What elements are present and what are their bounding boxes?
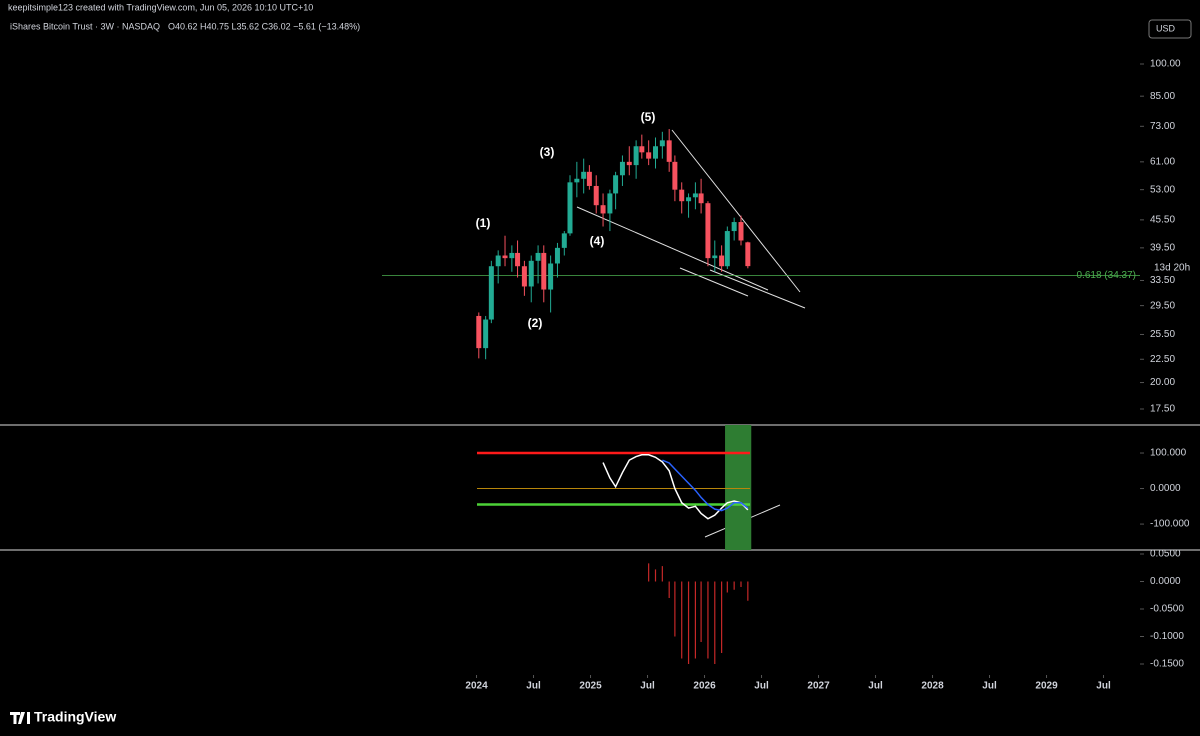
y-tick-label: 85.00 [1150, 91, 1175, 102]
wave-label: (1) [476, 216, 491, 230]
y-tick-label: -0.0500 [1150, 604, 1184, 615]
header: keepitsimple123 created with TradingView… [8, 2, 313, 12]
candle-body [581, 171, 587, 179]
candle-body [698, 193, 704, 204]
candle-body [528, 260, 534, 287]
candle-body [686, 197, 692, 202]
candle-body [567, 182, 573, 234]
x-tick-label: 2027 [807, 681, 830, 692]
candle-body [646, 152, 652, 159]
brand: TradingView [34, 709, 116, 725]
candle-body [488, 266, 494, 320]
y-tick-label: 33.50 [1150, 275, 1175, 286]
candle-body [731, 222, 737, 232]
candle-body [548, 263, 554, 290]
wave-label: (3) [540, 145, 555, 159]
candle-body [476, 315, 482, 349]
y-tick-label: 22.50 [1150, 354, 1175, 365]
y-tick-label: 61.00 [1150, 156, 1175, 167]
y-tick-label: -0.1500 [1150, 659, 1184, 670]
y-tick-label: -100.000 [1150, 519, 1190, 530]
candle-body [535, 252, 541, 261]
candle-body [561, 233, 567, 248]
candle-body [495, 255, 501, 267]
y-tick-label: 17.50 [1150, 404, 1175, 415]
y-tick-label: 0.0500 [1150, 549, 1181, 560]
symbol: iShares Bitcoin Trust · 3W · NASDAQ [10, 21, 160, 31]
candle-body [738, 222, 744, 241]
candle-body [574, 178, 580, 183]
candle-body [483, 319, 489, 349]
x-tick-label: 2025 [579, 681, 602, 692]
x-tick-label: 2024 [465, 681, 488, 692]
oscillator-line [602, 454, 749, 520]
candle-body [515, 252, 521, 267]
candle-body [679, 189, 685, 202]
x-tick-label: Jul [868, 681, 883, 692]
y-tick-label: 39.50 [1150, 242, 1175, 253]
x-tick-label: Jul [526, 681, 541, 692]
x-tick-label: Jul [982, 681, 997, 692]
y-tick-label: 100.000 [1150, 448, 1187, 459]
candle-body [509, 252, 515, 259]
wave-label: (4) [590, 234, 605, 248]
candle-body [666, 140, 672, 162]
candle-body [619, 161, 625, 176]
y-tick-label: 100.00 [1150, 59, 1181, 70]
y-tick-label: 29.50 [1150, 300, 1175, 311]
oscillator-line [662, 459, 749, 512]
candle-body [705, 203, 711, 259]
candle-body [719, 255, 725, 267]
highlight-zone [725, 425, 752, 550]
y-tick-label: -0.1000 [1150, 631, 1184, 642]
y-tick-label: 0.0000 [1150, 483, 1181, 494]
y-tick-label: 53.00 [1150, 184, 1175, 195]
x-tick-label: 2026 [693, 681, 716, 692]
y-tick-label: 0.0000 [1150, 576, 1181, 587]
candle-body [613, 175, 619, 194]
brand-logo [10, 712, 30, 724]
x-tick-label: Jul [640, 681, 655, 692]
currency[interactable]: USD [1156, 23, 1176, 33]
candle-body [653, 146, 658, 159]
candle-body [724, 231, 730, 267]
candle-body [659, 140, 665, 147]
y-tick-label: 20.00 [1150, 377, 1175, 388]
candle-body [554, 247, 560, 264]
trend-lines [576, 129, 806, 538]
candle-body [712, 255, 718, 259]
candle-body [521, 266, 527, 287]
y-tick-label: 45.50 [1150, 215, 1175, 226]
wave-label: (2) [528, 316, 543, 330]
candle-body [593, 185, 599, 206]
candle-body [672, 161, 678, 190]
candle-body [600, 205, 606, 214]
candle-body [692, 193, 698, 198]
candle-body [745, 242, 751, 267]
candle-body [626, 161, 632, 166]
candle-body [502, 255, 508, 259]
candle-body [639, 146, 645, 153]
candle-body [633, 146, 639, 166]
candle-body [607, 193, 613, 214]
wave-label: (5) [641, 110, 656, 124]
candle-body [541, 252, 547, 290]
countdown: 13d 20h [1154, 263, 1190, 274]
y-tick-label: 25.50 [1150, 329, 1175, 340]
x-tick-label: Jul [1096, 681, 1111, 692]
x-tick-label: 2029 [1035, 681, 1058, 692]
x-tick-label: Jul [754, 681, 769, 692]
currency-button[interactable] [1148, 19, 1192, 39]
y-tick-label: 73.00 [1150, 121, 1175, 132]
x-tick-label: 2028 [921, 681, 944, 692]
fib-label: 0.618 (34.37) [1077, 270, 1137, 281]
ohlc-legend: O40.62 H40.75 L35.62 C36.02 −5.61 (−13.4… [168, 21, 360, 31]
candle-body [586, 171, 592, 186]
